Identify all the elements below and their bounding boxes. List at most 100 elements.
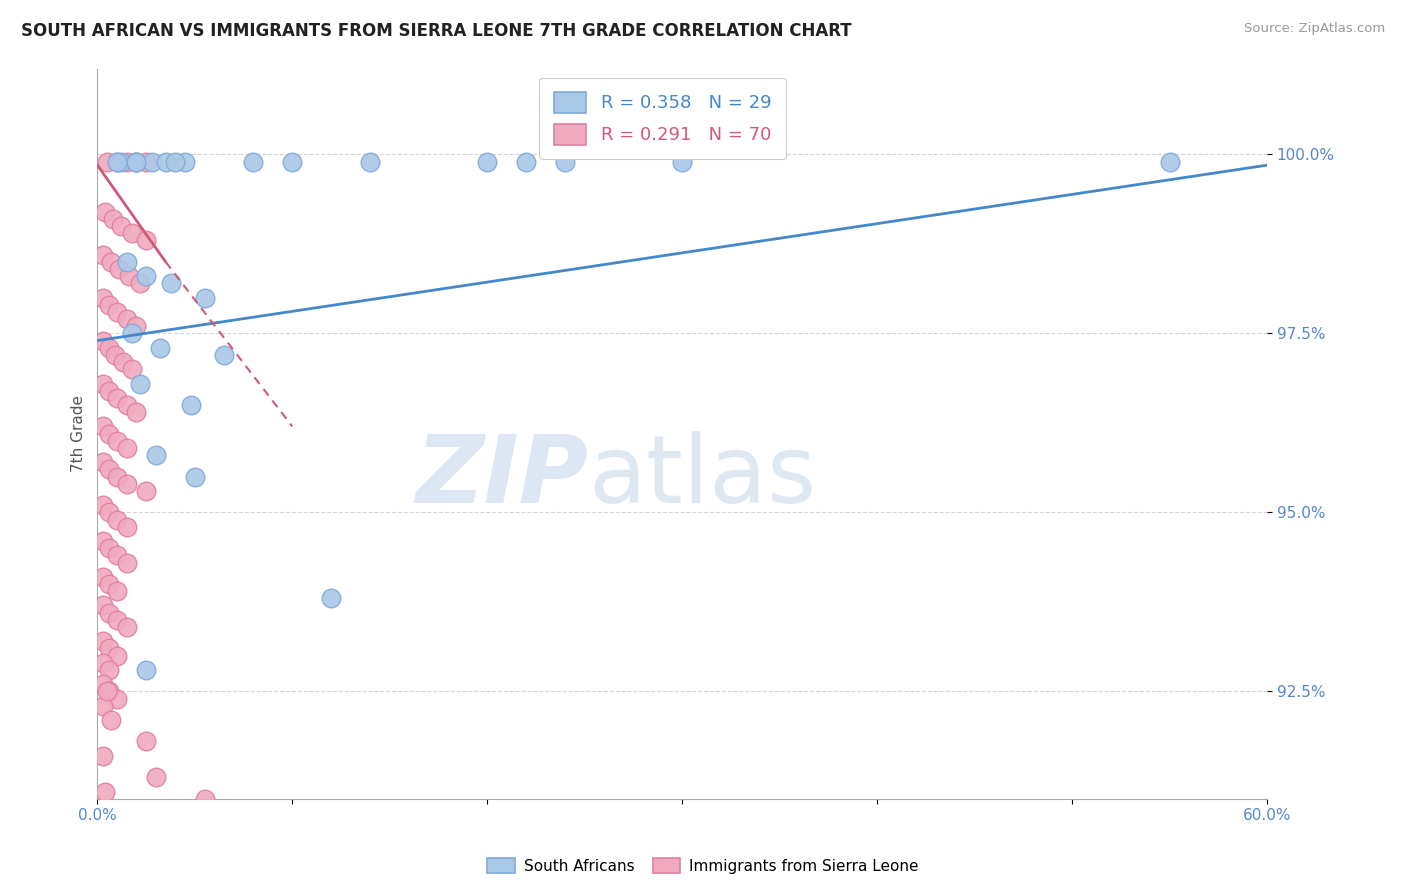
Point — [125, 154, 148, 169]
Point — [321, 591, 343, 606]
Text: SOUTH AFRICAN VS IMMIGRANTS FROM SIERRA LEONE 7TH GRADE CORRELATION CHART: SOUTH AFRICAN VS IMMIGRANTS FROM SIERRA … — [21, 22, 852, 40]
Point — [91, 498, 114, 512]
Point — [91, 334, 114, 348]
Point — [91, 677, 114, 691]
Point — [105, 434, 128, 448]
Point — [91, 599, 114, 613]
Point — [184, 469, 207, 483]
Point — [477, 154, 499, 169]
Point — [165, 154, 187, 169]
Point — [125, 154, 148, 169]
Point — [104, 348, 127, 362]
Point — [160, 277, 183, 291]
Point — [212, 348, 235, 362]
Point — [149, 341, 172, 355]
Point — [98, 426, 121, 441]
Point — [98, 541, 121, 556]
Point — [115, 620, 138, 634]
Point — [115, 476, 138, 491]
Point — [281, 154, 304, 169]
Point — [98, 298, 121, 312]
Point — [91, 656, 114, 670]
Point — [98, 384, 121, 398]
Point — [129, 277, 152, 291]
Point — [100, 255, 122, 269]
Point — [98, 462, 121, 476]
Point — [115, 154, 138, 169]
Legend: R = 0.358   N = 29, R = 0.291   N = 70: R = 0.358 N = 29, R = 0.291 N = 70 — [538, 78, 786, 159]
Point — [91, 698, 114, 713]
Point — [180, 398, 202, 412]
Point — [91, 419, 114, 434]
Point — [107, 262, 129, 277]
Point — [110, 219, 132, 233]
Point — [141, 154, 163, 169]
Point — [91, 376, 114, 391]
Point — [671, 154, 693, 169]
Point — [1159, 154, 1181, 169]
Point — [515, 154, 537, 169]
Point — [115, 255, 138, 269]
Point — [98, 684, 121, 698]
Point — [91, 748, 114, 763]
Point — [96, 154, 118, 169]
Point — [121, 326, 143, 341]
Point — [193, 791, 215, 805]
Point — [96, 684, 118, 698]
Point — [121, 226, 143, 240]
Point — [98, 341, 121, 355]
Text: Source: ZipAtlas.com: Source: ZipAtlas.com — [1244, 22, 1385, 36]
Point — [91, 534, 114, 549]
Point — [98, 505, 121, 519]
Point — [145, 448, 167, 462]
Point — [98, 577, 121, 591]
Point — [135, 269, 157, 284]
Point — [105, 549, 128, 563]
Point — [115, 441, 138, 455]
Point — [105, 154, 128, 169]
Point — [110, 154, 132, 169]
Text: ZIP: ZIP — [416, 432, 589, 524]
Point — [135, 663, 157, 677]
Point — [98, 641, 121, 656]
Point — [105, 691, 128, 706]
Point — [117, 269, 139, 284]
Point — [135, 734, 157, 748]
Point — [359, 154, 381, 169]
Point — [101, 211, 124, 226]
Point — [135, 233, 157, 247]
Point — [125, 154, 148, 169]
Point — [105, 391, 128, 405]
Point — [105, 154, 128, 169]
Point — [94, 204, 117, 219]
Point — [115, 398, 138, 412]
Text: atlas: atlas — [589, 432, 817, 524]
Point — [91, 570, 114, 584]
Point — [145, 770, 167, 784]
Point — [91, 291, 114, 305]
Point — [98, 663, 121, 677]
Point — [554, 154, 576, 169]
Point — [115, 312, 138, 326]
Point — [129, 376, 152, 391]
Point — [242, 154, 264, 169]
Point — [105, 584, 128, 599]
Point — [193, 291, 215, 305]
Point — [121, 362, 143, 376]
Point — [100, 713, 122, 727]
Point — [155, 154, 177, 169]
Point — [111, 355, 134, 369]
Point — [98, 606, 121, 620]
Y-axis label: 7th Grade: 7th Grade — [72, 395, 86, 472]
Point — [105, 512, 128, 526]
Point — [174, 154, 197, 169]
Point — [105, 305, 128, 319]
Point — [115, 556, 138, 570]
Point — [91, 455, 114, 469]
Point — [105, 648, 128, 663]
Point — [94, 784, 117, 798]
Point — [115, 519, 138, 533]
Legend: South Africans, Immigrants from Sierra Leone: South Africans, Immigrants from Sierra L… — [481, 852, 925, 880]
Point — [135, 154, 157, 169]
Point — [91, 634, 114, 648]
